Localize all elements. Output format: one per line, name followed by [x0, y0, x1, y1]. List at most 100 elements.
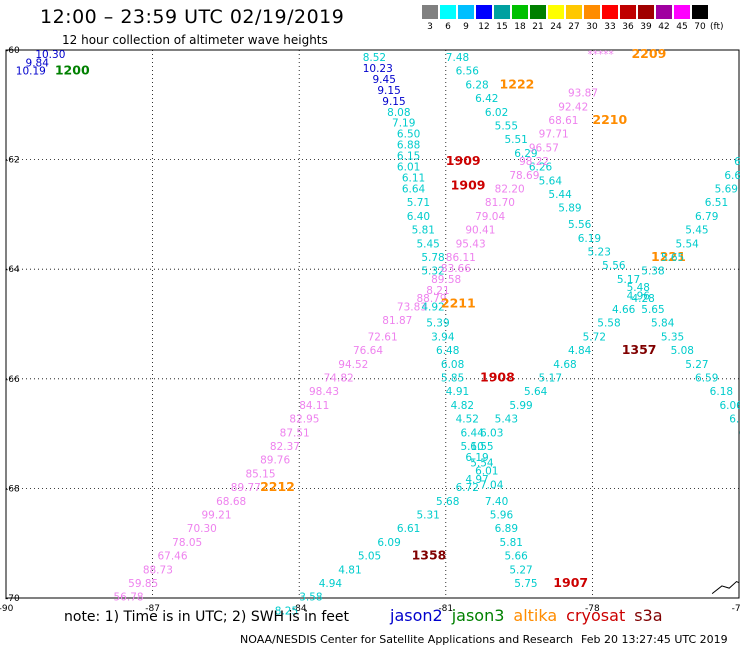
scale-label: 30: [586, 22, 598, 32]
wave-height-value: 92.42: [558, 101, 588, 113]
scale-swatch: [476, 5, 492, 19]
wave-height-value: 5.75: [514, 578, 537, 590]
wave-height-value: 5.48: [627, 282, 650, 294]
scale-swatch: [494, 5, 510, 19]
coastline: [711, 580, 740, 595]
scale-label: 70: [694, 22, 706, 32]
timestamp: Feb 20 13:27:45 UTC 2019: [581, 633, 728, 646]
scale-swatch: [692, 5, 708, 19]
scale-swatch: [584, 5, 600, 19]
scale-swatch: [566, 5, 582, 19]
wave-height-value: 89.58: [431, 274, 461, 286]
wave-height-value: 9.45: [373, 74, 396, 86]
wave-height-value: 6.29: [514, 148, 537, 160]
credit-line: NOAA/NESDIS Center for Satellite Applica…: [240, 633, 728, 646]
wave-height-value: 5.65: [661, 252, 684, 264]
wave-height-value: 6.26: [529, 162, 553, 174]
wave-height-value: 5.45: [685, 225, 708, 237]
scale-swatch: [656, 5, 672, 19]
scale-label: 12: [478, 22, 490, 32]
wave-height-value: 4.97: [465, 474, 488, 486]
wave-height-value: 6.40: [407, 211, 430, 223]
wave-height-value: 7.40: [485, 496, 508, 508]
wave-height-value: 6.72: [456, 482, 479, 494]
wave-height-value: 8.25: [275, 605, 298, 617]
wave-height-value: 6.50: [397, 129, 420, 141]
pass-time-label: 1200: [55, 63, 90, 78]
wave-height-value: 97.71: [539, 129, 569, 141]
wave-height-value: 98.43: [309, 386, 339, 398]
wave-height-value: 88.79: [416, 293, 446, 305]
wave-height-value: 4.84: [568, 345, 592, 357]
scale-label: 45: [676, 22, 688, 32]
wave-height-value: 5.43: [495, 414, 518, 426]
scale-label: 27: [568, 22, 580, 32]
pass-time-label: 1357: [622, 342, 657, 357]
wave-height-value: 7.19: [392, 118, 415, 130]
wave-height-value: 86.11: [446, 252, 476, 264]
pass-time-label: 2212: [260, 479, 295, 494]
wave-height-value: 6.03: [480, 427, 503, 439]
wave-height-value: 5.78: [421, 252, 444, 264]
wave-height-value: 72.61: [368, 331, 398, 343]
lat-tick-label: -60: [5, 46, 20, 56]
wave-height-value: 4.81: [338, 564, 361, 576]
wave-height-value: 5.05: [358, 551, 381, 563]
scale-swatch: [548, 5, 564, 19]
map-title: 12:00 – 23:59 UTC 02/19/2019: [40, 6, 345, 28]
wave-height-value: 84.11: [299, 400, 329, 412]
wave-height-value: 6.56: [456, 66, 480, 78]
wave-height-value: 5.72: [583, 331, 606, 343]
wave-height-value: 6.20: [734, 156, 740, 168]
legend-item-jason2: jason2: [390, 606, 443, 625]
scale-swatch: [602, 5, 618, 19]
pass-time-label: 1358: [412, 548, 447, 563]
wave-height-value: 85.15: [245, 468, 275, 480]
scale-swatch: [422, 5, 438, 19]
wave-height-value: 5.17: [617, 274, 640, 286]
scale-label: 15: [496, 22, 508, 32]
lon-tick-label: -81: [438, 604, 453, 614]
wave-height-value: 6.11: [402, 173, 425, 185]
wave-height-value: 5.68: [436, 496, 459, 508]
wave-height-value: 6.01: [475, 466, 498, 478]
lat-tick-label: -66: [5, 375, 20, 385]
wave-height-value: 4.94: [319, 578, 343, 590]
wave-height-value: 5.66: [504, 551, 528, 563]
wave-height-value: 4.28: [631, 293, 654, 305]
wave-height-value: 5.17: [539, 373, 562, 385]
wave-height-value: 6.18: [710, 386, 733, 398]
wave-height-value: 5.56: [602, 260, 626, 272]
wave-height-value: 56.78: [114, 592, 144, 604]
wave-height-value: 8.21: [426, 285, 449, 297]
scale-unit: (ft): [710, 22, 724, 32]
legend-item-cryosat: cryosat: [566, 606, 626, 625]
wave-height-value: 5.81: [412, 225, 435, 237]
scale-label: 24: [550, 22, 562, 32]
scale-swatch: [674, 5, 690, 19]
wave-height-value: 5.71: [407, 197, 430, 209]
wave-height-value: 78.05: [172, 537, 202, 549]
wave-height-value: 5.69: [715, 183, 738, 195]
wave-height-value: 10.23: [363, 63, 393, 75]
wave-height-value: 59.85: [128, 578, 158, 590]
wave-height-value: 5.27: [509, 564, 532, 576]
wave-height-value: 5.55: [495, 120, 518, 132]
scale-label: 33: [604, 22, 616, 32]
wave-height-value: 6.06: [719, 400, 740, 412]
lon-tick-label: -87: [145, 604, 160, 614]
wave-height-value: 89.77: [231, 482, 261, 494]
wave-height-value: 83.66: [441, 263, 471, 275]
pass-time-label: 1222: [500, 76, 535, 91]
wave-height-value: 6.42: [475, 93, 498, 105]
wave-height-value: 6.19: [465, 452, 488, 464]
scale-swatch: [458, 5, 474, 19]
wave-height-value: 7.04: [480, 479, 504, 491]
wave-height-value: 5.35: [661, 331, 684, 343]
wave-height-value: 6.44: [460, 427, 484, 439]
pass-time-label: 2210: [592, 112, 627, 127]
scale-label: 9: [463, 22, 469, 32]
wave-height-value: 81.70: [485, 197, 515, 209]
wave-height-value: 5.84: [651, 318, 675, 330]
wave-height-value: 87.51: [280, 427, 310, 439]
